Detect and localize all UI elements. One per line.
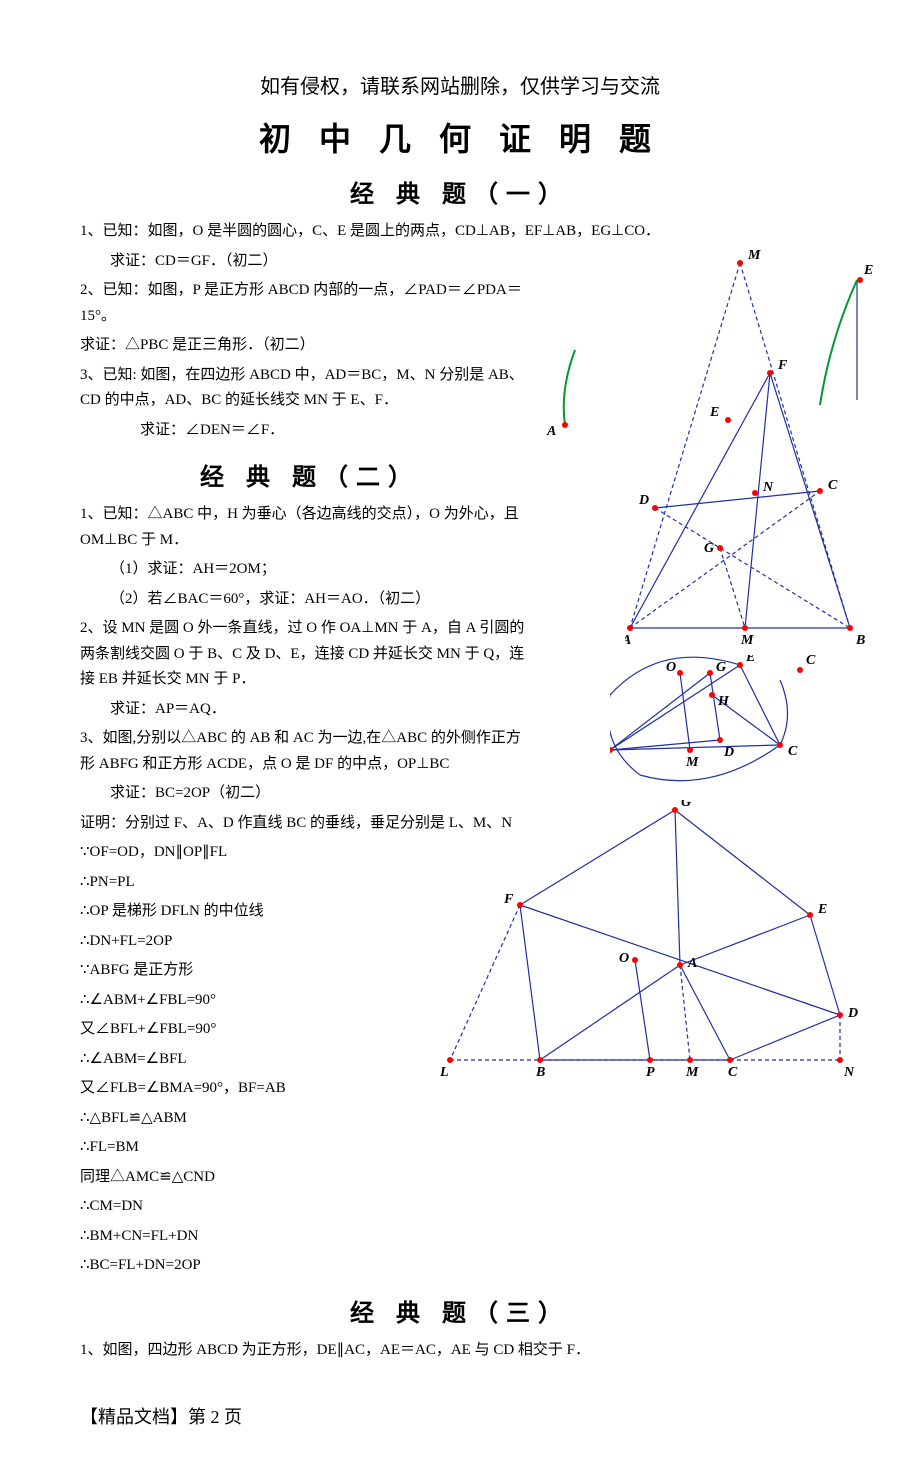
svg-text:G: G bbox=[704, 541, 714, 556]
page-footer: 【精品文档】第 2 页 bbox=[80, 1403, 840, 1429]
svg-text:P: P bbox=[646, 1065, 655, 1080]
section-1-title: 经 典 题（一） bbox=[80, 174, 840, 209]
svg-text:D: D bbox=[847, 1006, 858, 1021]
s1-q1: 1、已知：如图，O 是半圆的圆心，C、E 是圆上的两点，CD⊥AB，EF⊥AB，… bbox=[80, 219, 840, 245]
svg-text:E: E bbox=[817, 902, 827, 917]
s1-q2: 2、已知：如图，P 是正方形 ABCD 内部的一点，∠PAD＝∠PDA＝15°。 bbox=[80, 278, 530, 329]
svg-text:M: M bbox=[747, 248, 761, 263]
svg-text:F: F bbox=[777, 358, 788, 373]
figure-1: M F E N D C G A M B bbox=[625, 248, 885, 648]
svg-text:G: G bbox=[716, 660, 726, 675]
svg-text:N: N bbox=[762, 480, 774, 495]
svg-text:M: M bbox=[685, 1065, 699, 1080]
s2-q1b: （2）若∠BAC＝60°，求证：AH＝AO．（初二） bbox=[80, 587, 530, 613]
svg-text:D: D bbox=[638, 493, 649, 508]
s1-q3-prove: 求证：∠DEN＝∠F． bbox=[80, 418, 530, 444]
proof-l11: ∴△BFL≌△ABM bbox=[80, 1106, 530, 1132]
svg-text:O: O bbox=[666, 660, 676, 675]
svg-text:E: E bbox=[709, 405, 719, 420]
svg-text:F: F bbox=[503, 892, 514, 907]
proof-l16: ∴BC=FL+DN=2OP bbox=[80, 1253, 530, 1279]
section-3-title: 经 典 题（三） bbox=[80, 1293, 840, 1328]
svg-text:C: C bbox=[828, 478, 838, 493]
figure-3: G F E O A D L B P M C N bbox=[440, 800, 870, 1090]
svg-text:C: C bbox=[788, 744, 798, 759]
svg-text:O: O bbox=[619, 951, 629, 966]
s2-q1: 1、已知：△ABC 中，H 为垂心（各边高线的交点），O 为外心，且 OM⊥BC… bbox=[80, 502, 530, 553]
svg-text:D: D bbox=[723, 745, 734, 760]
svg-text:H: H bbox=[717, 694, 730, 709]
svg-text:A: A bbox=[546, 424, 556, 439]
svg-text:C: C bbox=[728, 1065, 738, 1080]
svg-text:G: G bbox=[681, 800, 691, 810]
main-title: 初 中 几 何 证 明 题 bbox=[80, 114, 840, 160]
proof-l12: ∴FL=BM bbox=[80, 1135, 530, 1161]
svg-text:B: B bbox=[535, 1065, 545, 1080]
s2-q3: 3、如图,分别以△ABC 的 AB 和 AC 为一边,在△ABC 的外侧作正方形… bbox=[80, 726, 530, 777]
svg-text:E: E bbox=[745, 655, 755, 665]
s2-q2b: 求证：AP＝AQ． bbox=[80, 697, 530, 723]
s1-q3: 3、已知: 如图，在四边形 ABCD 中，AD＝BC，M、N 分别是 AB、CD… bbox=[80, 363, 530, 414]
svg-text:A: A bbox=[687, 956, 697, 971]
section-3-body: 1、如图，四边形 ABCD 为正方形，DE∥AC，AE＝AC，AE 与 CD 相… bbox=[80, 1338, 840, 1364]
svg-text:L: L bbox=[440, 1065, 449, 1080]
svg-text:C: C bbox=[806, 655, 816, 668]
svg-text:B: B bbox=[855, 633, 865, 648]
figure-small-arc: A bbox=[535, 340, 595, 440]
header-note: 如有侵权，请联系网站删除，仅供学习与交流 bbox=[80, 70, 840, 99]
s2-q1a: （1）求证：AH＝2OM； bbox=[80, 557, 530, 583]
proof-l15: ∴BM+CN=FL+DN bbox=[80, 1224, 530, 1250]
svg-text:A: A bbox=[625, 633, 631, 648]
s3-q1: 1、如图，四边形 ABCD 为正方形，DE∥AC，AE＝AC，AE 与 CD 相… bbox=[80, 1338, 840, 1364]
s1-q2-prove: 求证：△PBC 是正三角形．（初二） bbox=[80, 333, 530, 359]
proof-l13: 同理△AMC≌△CND bbox=[80, 1165, 530, 1191]
svg-text:N: N bbox=[843, 1065, 855, 1080]
figure-2: OGECHBMDC bbox=[610, 655, 850, 795]
svg-text:M: M bbox=[685, 755, 699, 770]
proof-l14: ∴CM=DN bbox=[80, 1194, 530, 1220]
s2-q2: 2、设 MN 是圆 O 外一条直线，过 O 作 OA⊥MN 于 A，自 A 引圆… bbox=[80, 616, 530, 693]
svg-text:M: M bbox=[740, 633, 754, 648]
